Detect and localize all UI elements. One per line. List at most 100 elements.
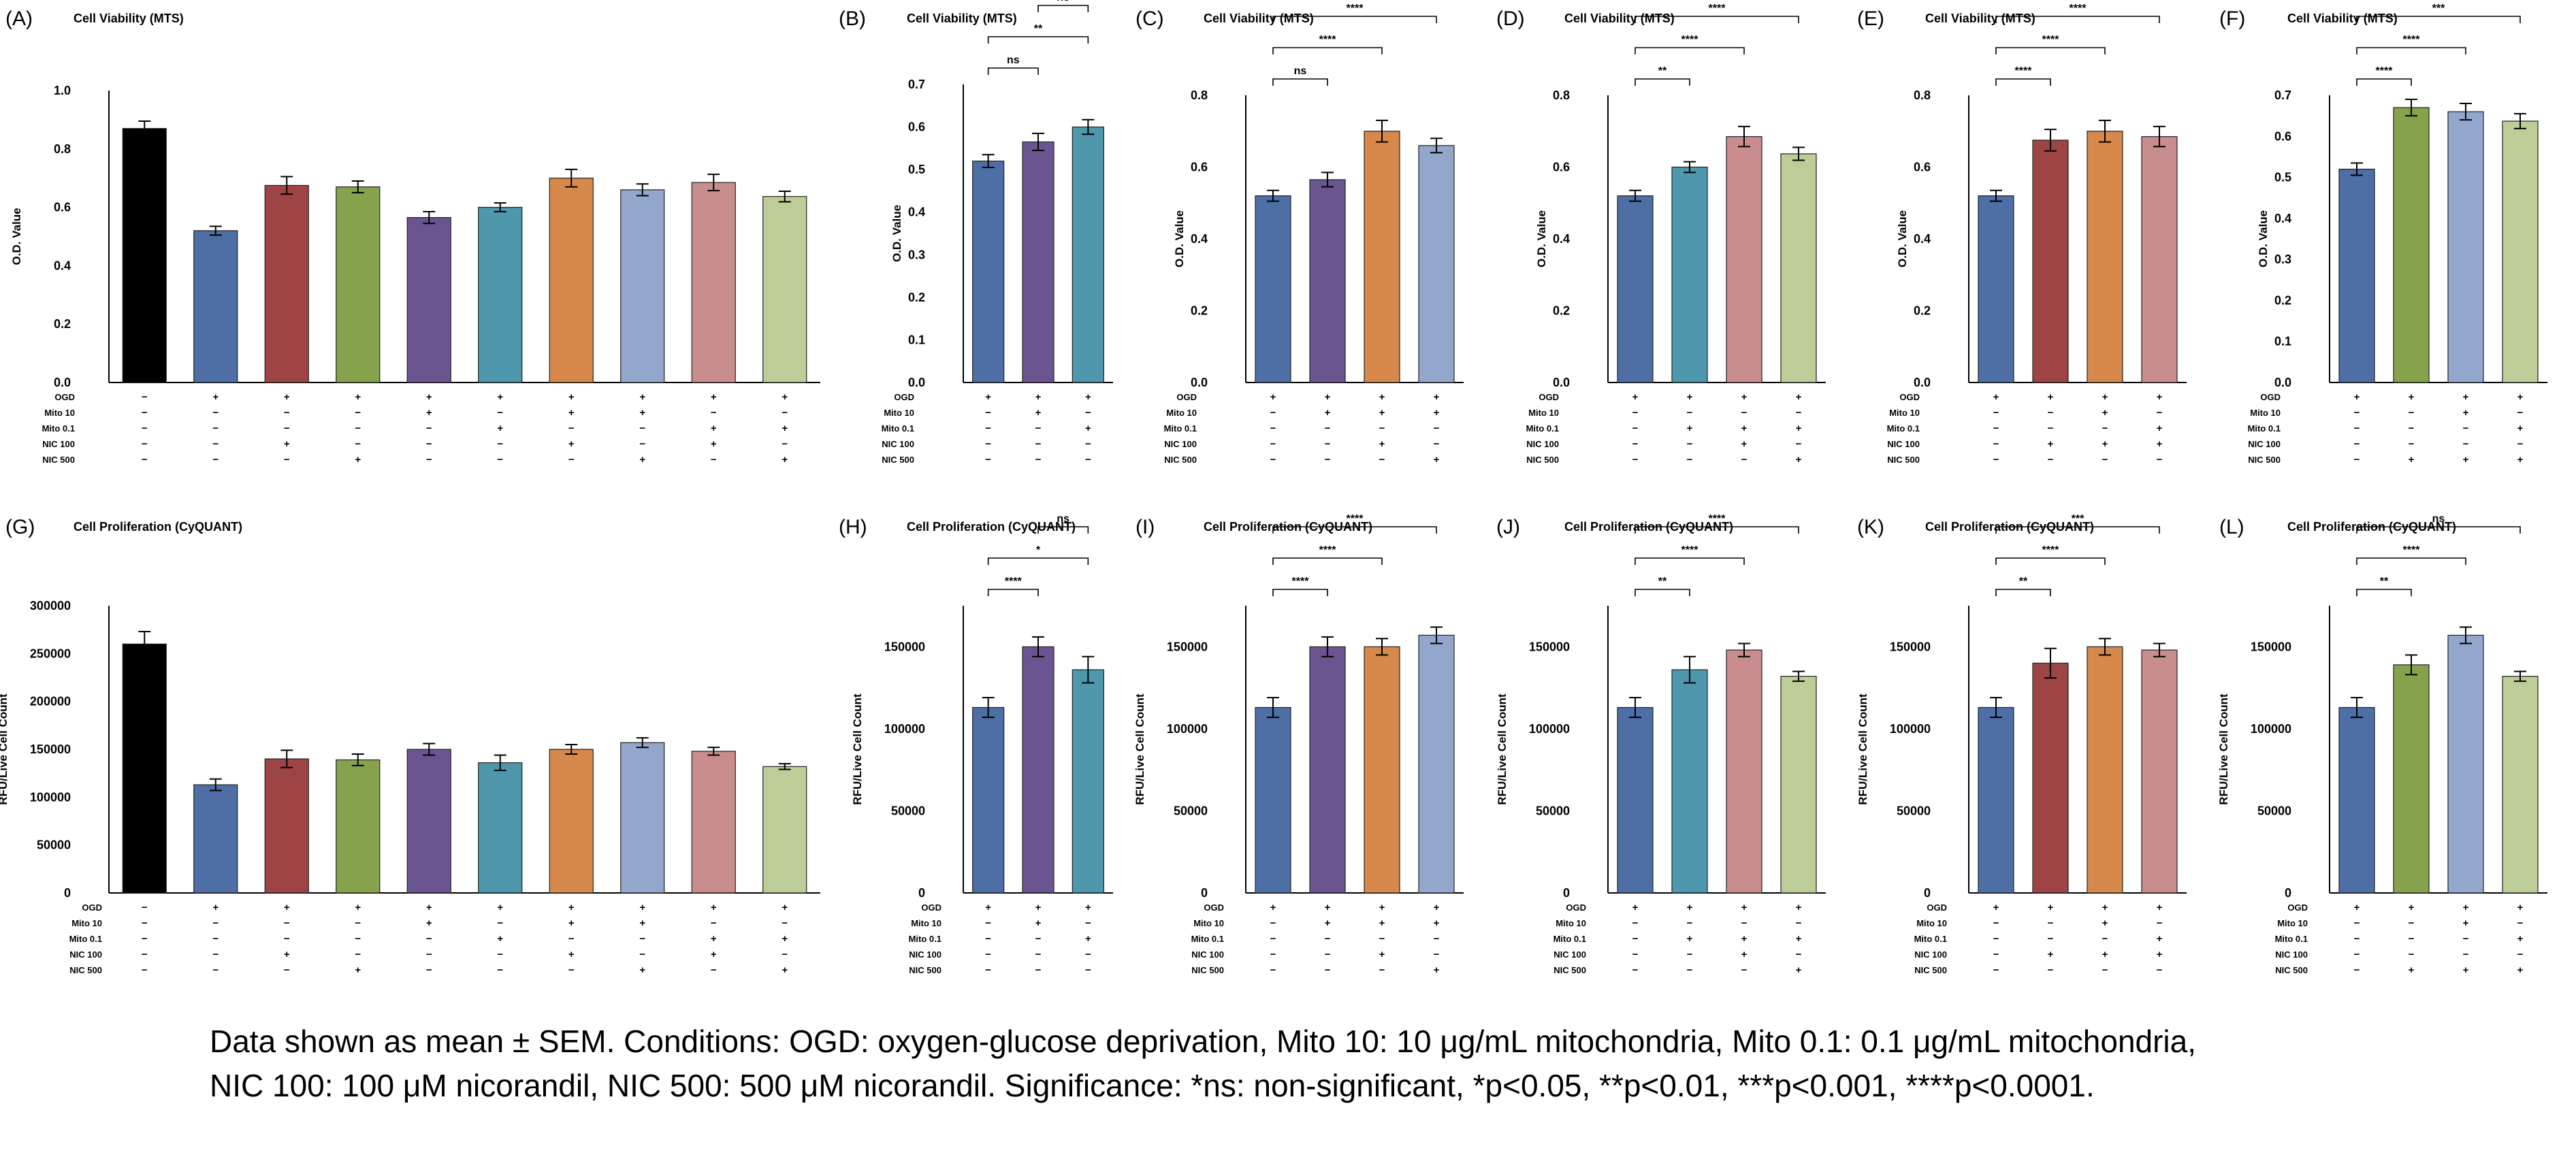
bar [2447, 111, 2484, 383]
condition-mark: − [142, 933, 148, 945]
condition-mark: − [2048, 454, 2054, 466]
significance-label: ** [2380, 576, 2389, 587]
condition-mark: + [426, 902, 432, 913]
bar [620, 189, 665, 383]
condition-label: Mito 0.1 [1191, 934, 1224, 944]
condition-mark: + [568, 902, 575, 913]
bracket-line [1037, 526, 1089, 534]
condition-mark: − [985, 423, 991, 434]
condition-mark: − [1796, 438, 1802, 450]
condition-label: Mito 10 [884, 408, 914, 418]
condition-mark: − [355, 423, 361, 434]
condition-mark: + [1035, 407, 1042, 419]
y-tick-label: 1.0 [54, 84, 71, 97]
bar [2338, 706, 2375, 894]
condition-mark: − [2409, 438, 2415, 450]
bar [762, 196, 807, 383]
condition-mark: + [568, 391, 575, 403]
significance-bracket: **** [1635, 3, 1799, 23]
figure-caption: Data shown as mean ± SEM. Conditions: OG… [210, 1020, 2524, 1108]
condition-mark: − [142, 964, 148, 976]
condition-mark: + [711, 949, 717, 960]
condition-mark: − [1993, 964, 1999, 976]
condition-mark: + [1687, 933, 1693, 945]
condition-mark: + [2463, 391, 2469, 403]
condition-mark: − [1085, 949, 1091, 960]
y-axis-label: O.D. Value [890, 205, 903, 262]
condition-label: NIC 500 [42, 455, 75, 465]
bracket-line [1272, 589, 1328, 596]
bar [2393, 107, 2430, 383]
condition-label: OGD [894, 392, 914, 402]
condition-mark: − [426, 454, 432, 466]
condition-mark: − [2102, 964, 2108, 976]
condition-mark: + [1325, 391, 1331, 403]
condition-mark: + [1796, 423, 1802, 434]
condition-table: OGD − + + + + + + + + + Mito 10 − − − − + − + + − − Mito 0.1 − −… [42, 391, 788, 466]
condition-mark: + [426, 917, 432, 929]
y-tick-label: 150000 [1890, 640, 1931, 653]
condition-mark: + [2157, 902, 2163, 913]
condition-mark: − [1796, 949, 1802, 960]
y-tick-label: 0.0 [1553, 376, 1570, 389]
condition-mark: + [2409, 454, 2415, 466]
condition-mark: − [2354, 438, 2360, 450]
y-tick-label: 0.2 [1191, 304, 1208, 318]
bar [1022, 141, 1054, 383]
condition-mark: + [2517, 391, 2524, 403]
condition-mark: + [1379, 407, 1385, 419]
bar [1309, 179, 1346, 383]
condition-mark: − [2463, 933, 2469, 945]
condition-mark: + [2048, 438, 2054, 450]
bracket-line [1995, 16, 2160, 23]
bar [620, 742, 665, 894]
condition-mark: − [1270, 949, 1276, 960]
significance-bracket: **** [1635, 544, 1745, 565]
chart-panel-e: (E) Cell Viability (MTS) O.D. Value 0.0 0.2 0… [1857, 3, 2187, 466]
y-tick-label: 100000 [30, 790, 71, 804]
condition-mark: + [1741, 423, 1748, 434]
bracket-line [1037, 5, 1089, 12]
condition-mark: + [782, 902, 788, 913]
y-tick-label: 0.7 [908, 78, 925, 91]
panel-label: (K) [1857, 516, 1884, 538]
significance-label: **** [1292, 576, 1310, 587]
condition-mark: − [985, 407, 991, 419]
condition-mark: + [355, 454, 361, 466]
condition-mark: − [1379, 423, 1385, 434]
condition-mark: + [426, 407, 432, 419]
condition-mark: + [284, 902, 290, 913]
condition-mark: − [142, 454, 148, 466]
significance-label: **** [2376, 65, 2394, 77]
bracket-line [2356, 557, 2466, 565]
bar [1617, 195, 1654, 383]
y-tick-label: 0.8 [54, 142, 71, 156]
bar [2393, 664, 2430, 894]
significance-bracket: ns [2356, 513, 2521, 534]
condition-mark: + [497, 423, 503, 434]
condition-mark: − [1035, 964, 1042, 976]
condition-mark: + [1379, 902, 1385, 913]
condition-mark: − [1632, 917, 1639, 929]
significance-label: ns [2432, 513, 2445, 525]
significance-label: **** [1005, 576, 1023, 587]
condition-mark: + [1434, 454, 1440, 466]
condition-label: OGD [1204, 902, 1224, 913]
condition-mark: + [1434, 391, 1440, 403]
panel-label: (B) [839, 7, 866, 30]
condition-mark: + [639, 407, 645, 419]
condition-label: NIC 100 [882, 439, 914, 449]
condition-mark: − [355, 438, 361, 450]
significance-bracket: ** [987, 23, 1089, 44]
y-tick-label: 0 [918, 886, 925, 900]
condition-mark: − [355, 949, 361, 960]
significance-bracket: ** [1635, 576, 1690, 596]
condition-mark: − [2157, 964, 2163, 976]
chart-panel-a: (A) Cell Viability (MTS) O.D. Value 0.0 0.2 0… [5, 7, 820, 466]
condition-mark: − [2102, 454, 2108, 466]
condition-mark: + [1325, 917, 1331, 929]
condition-mark: + [2157, 423, 2163, 434]
bar [691, 182, 736, 383]
y-tick-label: 0.0 [54, 376, 71, 389]
significance-label: **** [1681, 34, 1699, 46]
